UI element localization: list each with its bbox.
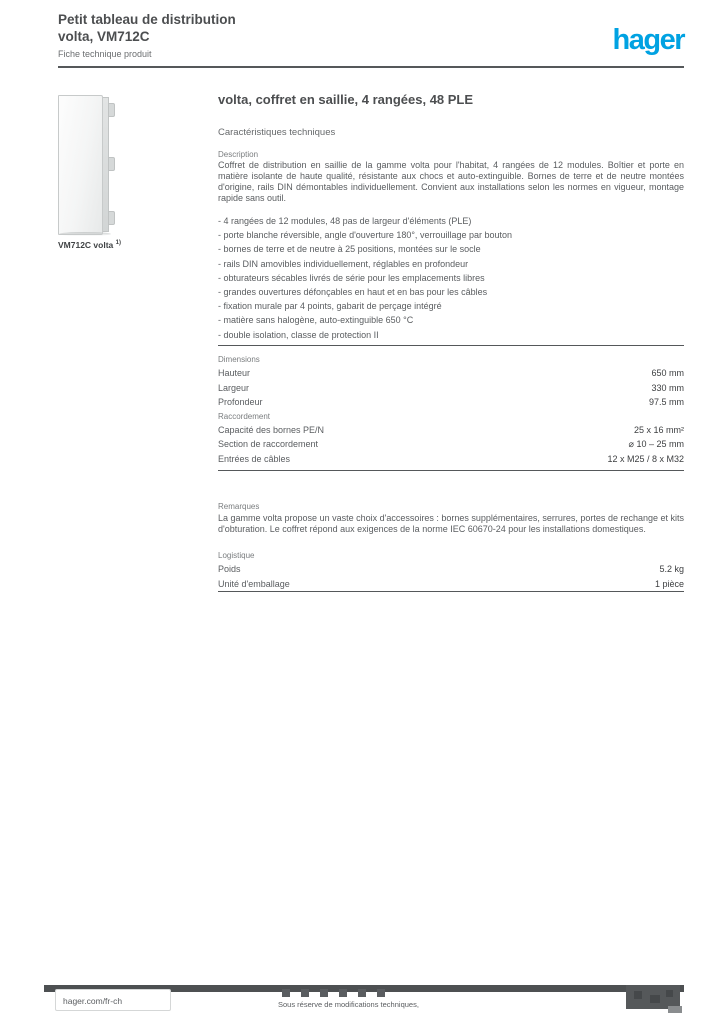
spec-value: ⌀ 10 – 25 mm [628,439,684,449]
feature-item: - 4 rangées de 12 modules, 48 pas de lar… [218,216,472,226]
spec-key: Profondeur [218,397,263,407]
qr-code [626,985,680,1009]
feature-item: - matière sans halogène, auto-extinguibl… [218,315,414,326]
spec-value: 5.2 kg [659,564,684,574]
spec-value: 25 x 16 mm² [633,424,684,435]
product-caption: VM712C volta 1) [58,240,121,250]
spec-value: 12 x M25 / 8 x M32 [607,453,684,464]
footer-icon [320,989,328,997]
enclosure-door [58,95,103,235]
notes-text: La gamme volta propose un vaste choix d'… [218,513,684,534]
qr-code-step [668,1006,682,1013]
spec-row: Capacité des bornes PE/N 25 x 16 mm² [218,423,684,438]
spec-row: Hauteur 650 mm [218,366,684,381]
notes-label: Remarques [218,502,260,511]
footer-icon [358,989,366,997]
photo-shadow [59,232,111,236]
description-text: Coffret de distribution en saillie de la… [218,160,684,203]
hager-logo: hager [612,24,686,56]
spec-row: Unité d'emballage 1 pièce [218,577,684,592]
footer-note: Sous réserve de modifications techniques… [278,1000,419,1009]
logistics-table: Poids 5.2 kg Unité d'emballage 1 pièce [218,562,684,591]
spec-value: 330 mm [651,382,684,393]
page-subtitle: Caractéristiques techniques [218,127,336,138]
product-photo [57,93,115,236]
feature-item: - rails DIN amovibles individuellement, … [218,258,469,269]
spec-row: Section de raccordement ⌀ 10 – 25 mm [218,437,684,452]
hinge-icon [108,103,115,117]
spec-key: Section de raccordement [218,439,319,449]
feature-item: - porte blanche réversible, angle d'ouve… [218,230,512,241]
spec-table: Dimensions Hauteur 650 mm Largeur 330 mm… [218,353,684,466]
description-label: Description [218,150,259,159]
section-divider [218,470,684,471]
spec-row: Profondeur 97.5 mm [218,395,684,410]
spec-key: Poids [218,564,241,574]
spec-key: Entrées de câbles [218,453,291,464]
spec-key: Capacité des bornes PE/N [218,424,325,435]
product-reference: VM712C volta [58,240,114,250]
footer-icon [282,989,290,997]
footer-bar [44,985,684,992]
page-title: volta, coffret en saillie, 4 rangées, 48… [218,92,474,107]
hinge-icon [108,157,115,171]
section-divider [218,345,684,346]
caption-footnote: 1) [115,240,121,247]
hinge-icon [108,211,115,225]
spec-group-label: Dimensions [218,355,260,364]
spec-row: Poids 5.2 kg [218,562,684,577]
spec-value: 1 pièce [654,578,684,589]
footer-link[interactable]: hager.com/fr-ch [55,989,171,1011]
feature-item: - fixation murale par 4 points, gabarit … [218,301,442,312]
section-divider [218,591,684,592]
spec-key: Largeur [218,382,250,393]
feature-item: - double isolation, classe de protection… [218,329,379,340]
footer-icon [301,989,309,997]
footer-icon [339,989,347,997]
header-title-line1: Petit tableau de distribution [58,12,236,27]
feature-item: - grandes ouvertures défonçables en haut… [218,287,488,298]
document-type-label: Fiche technique produit [58,49,152,59]
header-divider [58,66,684,68]
spec-value: 650 mm [651,368,684,378]
feature-item: - bornes de terre et de neutre à 25 posi… [218,244,481,255]
spec-key: Hauteur [218,368,251,378]
logistics-label: Logistique [218,551,255,560]
header-title-line2: volta, VM712C [58,29,150,44]
feature-list: - 4 rangées de 12 modules, 48 pas de lar… [218,214,684,342]
spec-row: Largeur 330 mm [218,381,684,396]
footer-icon-row [282,989,385,997]
spec-group-label: Raccordement [218,411,271,421]
footer-icon [377,989,385,997]
spec-row: Entrées de câbles 12 x M25 / 8 x M32 [218,452,684,467]
spec-key: Unité d'emballage [218,578,290,589]
spec-value: 97.5 mm [648,397,684,407]
feature-item: - obturateurs sécables livrés de série p… [218,272,485,283]
